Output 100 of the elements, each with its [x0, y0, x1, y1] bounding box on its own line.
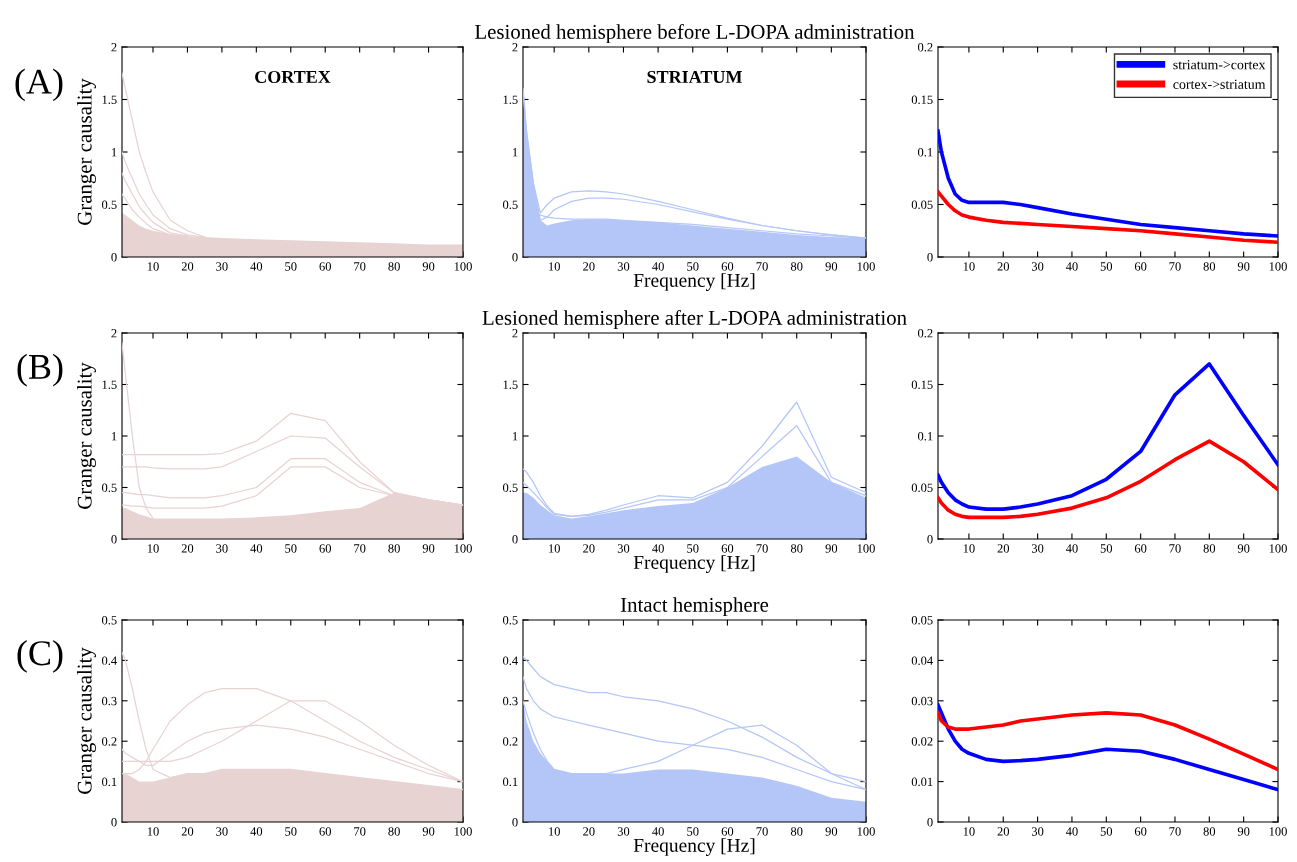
x-tick-label: 100 — [454, 262, 472, 271]
y-tick-label: 0 — [927, 253, 933, 262]
x-tick-label: 40 — [250, 827, 263, 836]
x-tick-label: 80 — [388, 827, 400, 836]
x-tick-label: 30 — [617, 827, 630, 836]
y-tick-label: 0.5 — [101, 483, 117, 493]
y-tick-label: 0.5 — [502, 616, 518, 625]
x-tick-label: 20 — [181, 827, 194, 836]
chart-title: Lesioned hemisphere after L-DOPA administration — [482, 310, 907, 330]
x-tick-label: 30 — [216, 262, 228, 271]
y-tick-label: 0.2 — [917, 43, 933, 52]
x-axis-title: Frequency [Hz] — [633, 273, 755, 291]
x-tick-label: 50 — [1100, 544, 1113, 553]
x-tick-label: 70 — [354, 262, 366, 271]
x-tick-label: 90 — [825, 544, 838, 553]
x-tick-label: 40 — [652, 544, 664, 553]
y-tick-label: 2 — [512, 329, 518, 338]
x-tick-label: 20 — [181, 262, 194, 271]
x-tick-label: 90 — [422, 544, 435, 553]
y-tick-label: 0.02 — [911, 737, 933, 746]
x-tick-label: 20 — [997, 827, 1010, 836]
x-tick-label: 40 — [250, 544, 263, 553]
y-axis-title: Granger causality — [77, 647, 96, 794]
x-tick-label: 30 — [1031, 544, 1044, 553]
x-tick-label: 80 — [1203, 544, 1216, 553]
x-tick-label: 30 — [1031, 262, 1044, 271]
x-tick-label: 30 — [617, 544, 630, 553]
x-tick-label: 90 — [422, 262, 435, 271]
annotation: CORTEX — [255, 70, 331, 84]
x-tick-label: 20 — [583, 262, 595, 271]
x-axis-title: Frequency [Hz] — [633, 838, 755, 856]
y-tick-label: 1 — [512, 148, 518, 157]
y-tick-label: 0 — [512, 253, 518, 262]
chart-title: Lesioned hemisphere before L-DOPA administration — [475, 24, 915, 44]
x-tick-label: 40 — [1065, 262, 1078, 271]
x-tick-label: 100 — [454, 544, 472, 553]
y-tick-label: 1 — [512, 432, 518, 441]
y-axis-title: Granger causality — [77, 78, 96, 225]
x-tick-label: 80 — [1203, 262, 1216, 271]
x-tick-label: 70 — [1169, 262, 1181, 271]
x-tick-label: 60 — [1134, 262, 1147, 271]
x-tick-label: 70 — [354, 827, 366, 836]
x-tick-label: 10 — [963, 262, 975, 271]
x-tick-label: 40 — [652, 262, 664, 271]
x-tick-label: 50 — [687, 827, 699, 836]
y-tick-label: 2 — [111, 329, 117, 338]
x-tick-label: 60 — [721, 262, 734, 271]
y-tick-label: 0 — [512, 818, 518, 827]
y-tick-label: 0.3 — [502, 696, 518, 706]
text: (A) — [15, 68, 63, 102]
x-tick-label: 10 — [147, 827, 159, 836]
x-tick-label: 30 — [617, 262, 630, 271]
x-tick-label: 90 — [1237, 827, 1250, 836]
x-tick-label: 80 — [1203, 827, 1216, 836]
y-axis-title: Granger causality — [77, 362, 96, 509]
x-tick-label: 100 — [857, 827, 875, 836]
y-tick-label: 0.1 — [101, 777, 117, 787]
x-tick-label: 10 — [963, 544, 975, 553]
x-tick-label: 40 — [1065, 827, 1078, 836]
y-tick-label: 0.5 — [101, 616, 117, 625]
x-tick-label: 80 — [790, 544, 803, 553]
x-tick-label: 100 — [1269, 827, 1287, 836]
y-tick-label: 1.5 — [503, 95, 518, 105]
x-tick-label: 90 — [1237, 544, 1250, 553]
x-tick-label: 80 — [790, 262, 803, 271]
y-tick-label: 0 — [512, 535, 518, 544]
y-tick-label: 0 — [927, 535, 933, 544]
x-tick-label: 70 — [756, 262, 768, 271]
y-tick-label: 0.2 — [101, 737, 117, 746]
x-tick-label: 50 — [1100, 262, 1113, 271]
y-tick-label: 0.04 — [911, 656, 933, 665]
x-tick-label: 100 — [857, 544, 875, 553]
y-tick-label: 0.1 — [917, 148, 933, 157]
x-tick-label: 60 — [319, 262, 331, 271]
y-tick-label: 1 — [111, 432, 117, 441]
x-tick-label: 80 — [388, 544, 400, 553]
x-tick-label: 60 — [1134, 827, 1147, 836]
y-tick-label: 0.01 — [911, 777, 933, 787]
x-tick-label: 20 — [997, 544, 1010, 553]
x-tick-label: 80 — [388, 262, 400, 271]
x-tick-label: 60 — [1134, 544, 1147, 553]
x-tick-label: 100 — [1269, 544, 1287, 553]
x-tick-label: 60 — [319, 544, 331, 553]
y-tick-label: 0.1 — [917, 432, 933, 441]
y-tick-label: 0.2 — [502, 737, 518, 746]
x-tick-label: 40 — [652, 827, 664, 836]
x-tick-label: 100 — [1269, 262, 1287, 271]
x-tick-label: 40 — [250, 262, 263, 271]
x-tick-label: 40 — [1065, 544, 1078, 553]
x-tick-label: 90 — [1237, 262, 1250, 271]
y-tick-label: 0 — [111, 253, 117, 262]
x-tick-label: 10 — [147, 262, 159, 271]
y-tick-label: 1.5 — [503, 380, 518, 390]
x-tick-label: 10 — [549, 262, 560, 271]
x-tick-label: 100 — [454, 827, 472, 836]
x-tick-label: 70 — [1169, 544, 1181, 553]
x-tick-label: 50 — [687, 262, 699, 271]
x-tick-label: 10 — [147, 544, 159, 553]
y-tick-label: 0.4 — [502, 656, 518, 665]
x-tick-label: 50 — [1100, 827, 1113, 836]
